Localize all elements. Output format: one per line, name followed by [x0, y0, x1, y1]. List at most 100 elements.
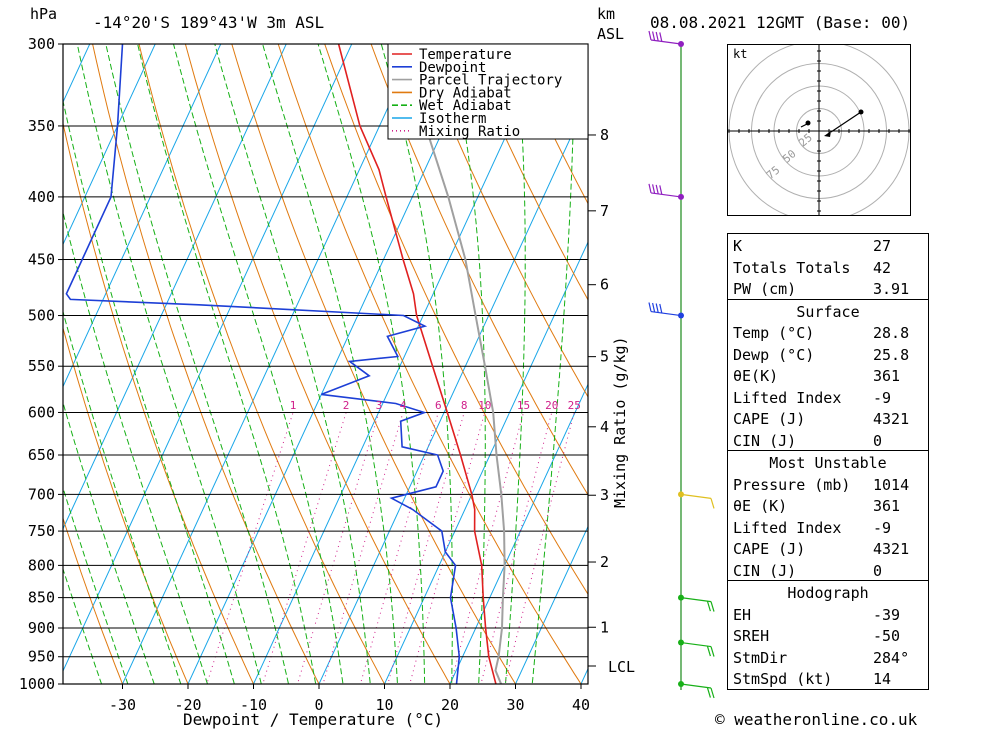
km-tick-label: 4 [600, 418, 609, 436]
index-label: PW (cm) [733, 280, 797, 298]
temperature-tick-label: 20 [441, 696, 459, 714]
wind-level-dot [678, 312, 684, 319]
index-label: Totals Totals [733, 258, 851, 277]
mixing-ratio-label: 25 [568, 399, 581, 412]
index-row: CAPE (J) 4321 [728, 407, 928, 429]
mixing-ratio-line [480, 412, 553, 684]
wind-barb [680, 597, 712, 603]
index-row: θE (K) 361 [728, 494, 928, 516]
mixing-ratio-label: 10 [478, 399, 491, 412]
dry-adiabat-line [184, 44, 451, 684]
hodograph-trace [830, 111, 862, 133]
wind-barb [680, 683, 712, 689]
index-row: CAPE (J) 4321 [728, 537, 928, 559]
wind-barb [650, 192, 682, 198]
wet-adiabat-line [76, 44, 262, 684]
wind-barb [680, 641, 712, 648]
datetime-title: 08.08.2021 12GMT (Base: 00) [650, 13, 911, 32]
index-value: 1014 [873, 475, 910, 494]
index-label: CIN (J) [733, 561, 797, 580]
index-row: PW (cm) 3.91 [728, 277, 928, 299]
index-row: Lifted Index -9 [728, 516, 928, 538]
pressure-tick-label: 750 [28, 522, 55, 540]
index-row: StmDir 284° [728, 646, 928, 668]
mixing-ratio-label: 8 [461, 399, 468, 412]
wet-adiabat-line [504, 44, 526, 684]
km-tick-label: 2 [600, 553, 609, 571]
isotherm-line [449, 383, 588, 684]
dry-adiabat-line [63, 121, 255, 684]
index-value: -9 [873, 518, 892, 537]
wet-adiabat-line [380, 44, 453, 684]
wet-adiabat-line [63, 98, 235, 684]
hodograph-point [805, 120, 811, 126]
wind-barb-flag [652, 184, 656, 194]
wind-barb-flag [652, 302, 656, 313]
height-unit: km [597, 5, 616, 23]
mixing-ratio-line [409, 412, 486, 684]
wind-level-dot [678, 193, 684, 200]
index-label: Dewp (°C) [733, 345, 815, 364]
index-value: 28.8 [873, 324, 910, 342]
mixing-ratio-label: 4 [400, 399, 407, 412]
temperature-tick-label: -10 [240, 696, 267, 714]
wind-barb-flag [655, 31, 659, 42]
index-value: -50 [873, 627, 901, 645]
pressure-tick-label: 300 [28, 35, 55, 53]
wind-barb-flag [710, 601, 715, 612]
isotherm-line [63, 44, 353, 673]
index-value: 4321 [873, 540, 910, 558]
wind-barb-flag [659, 185, 663, 195]
temperature-tick-label: -30 [109, 696, 136, 714]
km-tick-label: 1 [600, 618, 609, 636]
wind-barb-flag [710, 646, 715, 657]
wind-barb-flag [706, 645, 711, 657]
index-value: 4321 [873, 410, 910, 428]
mixing-ratio-label: 15 [517, 399, 530, 412]
km-tick-label: 7 [600, 202, 609, 220]
pressure-tick-label: 650 [28, 446, 55, 464]
index-value: 361 [873, 497, 901, 515]
pressure-tick-label: 850 [28, 589, 55, 607]
legend-label: Parcel Trajectory [419, 73, 562, 89]
hodograph-ring-label: 50 [780, 147, 799, 165]
mixing-ratio-line [322, 412, 404, 684]
pressure-unit: hPa [30, 5, 58, 23]
isotherm-line [383, 240, 588, 684]
pressure-tick-label: 800 [28, 556, 55, 574]
storm-motion-arrow [824, 131, 831, 137]
wind-barb-flag [648, 302, 652, 312]
index-row: EH -39 [728, 603, 928, 625]
mixing-ratio-label: 6 [435, 399, 442, 412]
index-row: CIN (J) 0 [728, 429, 928, 451]
index-label: Lifted Index [733, 518, 842, 537]
mixing-ratio-line [206, 412, 294, 684]
surface-title: Surface [796, 302, 860, 321]
height-ref: ASL [597, 25, 625, 43]
wet-adiabat-line [63, 401, 155, 684]
wind-barb-flag [710, 498, 715, 509]
wind-level-dot [678, 639, 684, 646]
isotherm-line [187, 44, 484, 684]
index-row: Pressure (mb) 1014 [728, 473, 928, 495]
index-row: K 27 [728, 234, 928, 256]
wind-barb [650, 39, 682, 45]
wind-barb-flag [648, 183, 652, 194]
hodograph-title: Hodograph [787, 584, 869, 602]
wind-barb-flag [706, 687, 711, 698]
wind-barb-flag [659, 32, 663, 42]
wet-adiabat-line [214, 44, 371, 684]
index-label: SREH [733, 627, 770, 645]
wind-barb-flag [648, 30, 652, 41]
legend-label: Temperature [419, 47, 512, 63]
wet-adiabat-line [105, 44, 290, 684]
dry-adiabat-line [63, 516, 124, 684]
isotherm-line [63, 44, 156, 246]
wet-adiabat-line [63, 210, 209, 684]
mixing-ratio-line [504, 412, 575, 684]
temperature-tick-label: 40 [572, 696, 590, 714]
wet-adiabat-line [63, 567, 103, 684]
series-parcel-trajectory [407, 77, 506, 684]
